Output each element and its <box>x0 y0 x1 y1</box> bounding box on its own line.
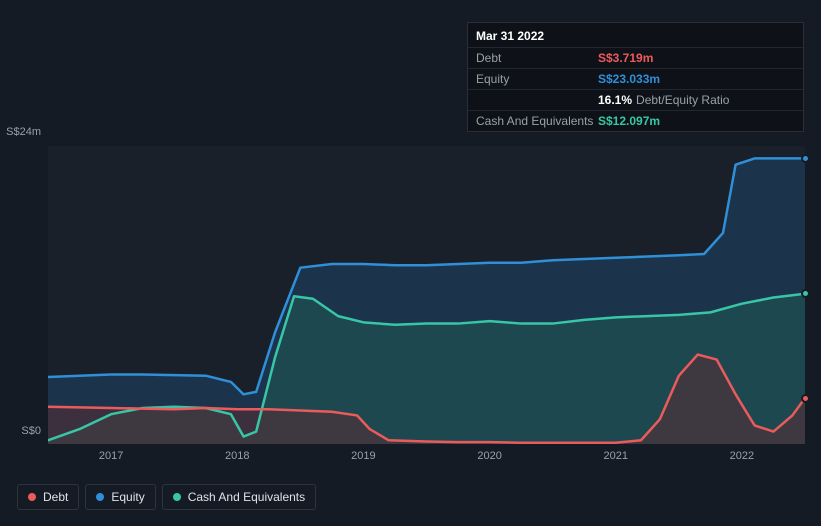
tooltip-date: Mar 31 2022 <box>468 23 803 47</box>
tooltip-row-value: S$23.033m <box>598 72 660 86</box>
legend-item[interactable]: Debt <box>17 484 79 510</box>
legend-item[interactable]: Cash And Equivalents <box>162 484 316 510</box>
tooltip-row-value: S$12.097m <box>598 114 660 128</box>
legend-item-label: Equity <box>111 490 144 504</box>
chart-plot-area[interactable] <box>48 146 805 444</box>
legend: Debt Equity Cash And Equivalents <box>17 484 316 510</box>
x-axis-tick-label: 2022 <box>730 450 754 462</box>
tooltip-row-label <box>476 93 598 107</box>
legend-item[interactable]: Equity <box>85 484 155 510</box>
tooltip-row: Cash And EquivalentsS$12.097m <box>468 110 803 131</box>
tooltip-row-value: S$3.719m <box>598 51 653 65</box>
x-axis-tick-label: 2021 <box>604 450 628 462</box>
series-end-marker <box>801 394 810 403</box>
y-axis-label-min: S$0 <box>21 425 41 437</box>
legend-dot-icon <box>28 493 36 501</box>
tooltip-panel: Mar 31 2022 DebtS$3.719mEquityS$23.033m1… <box>467 22 804 132</box>
tooltip-row-label: Debt <box>476 51 598 65</box>
tooltip-row-value: 16.1%Debt/Equity Ratio <box>598 93 729 107</box>
tooltip-row: EquityS$23.033m <box>468 68 803 89</box>
tooltip-row: 16.1%Debt/Equity Ratio <box>468 89 803 110</box>
tooltip-row-label: Cash And Equivalents <box>476 114 598 128</box>
tooltip-row-label: Equity <box>476 72 598 86</box>
series-end-marker <box>801 289 810 298</box>
x-axis-labels: 2017 2018 2019 2020 2021 2022 <box>48 450 805 466</box>
series-end-marker <box>801 154 810 163</box>
y-axis-label-max: S$24m <box>6 126 41 138</box>
x-axis-tick-label: 2020 <box>477 450 501 462</box>
legend-item-label: Debt <box>43 490 68 504</box>
tooltip-row: DebtS$3.719m <box>468 47 803 68</box>
legend-dot-icon <box>173 493 181 501</box>
legend-dot-icon <box>96 493 104 501</box>
x-axis-tick-label: 2017 <box>99 450 123 462</box>
chart-svg <box>48 146 805 444</box>
tooltip-row-suffix: Debt/Equity Ratio <box>636 93 729 107</box>
legend-item-label: Cash And Equivalents <box>188 490 305 504</box>
x-axis-tick-label: 2019 <box>351 450 375 462</box>
x-axis-tick-label: 2018 <box>225 450 249 462</box>
